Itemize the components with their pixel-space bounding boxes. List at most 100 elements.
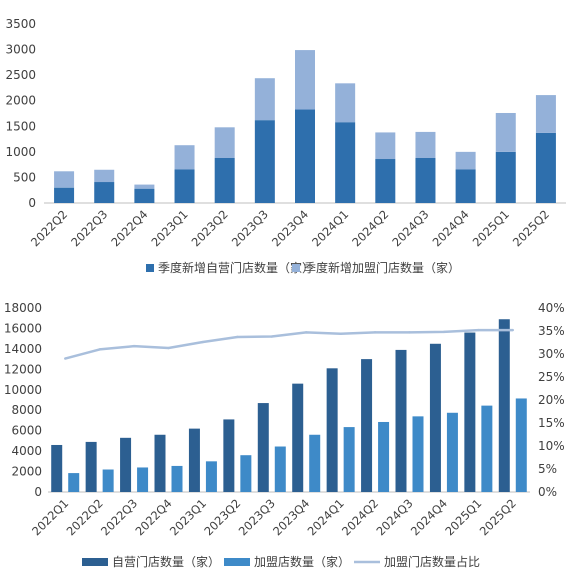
y-tick-label: 2000	[5, 94, 36, 108]
y-tick-label: 8000	[11, 403, 42, 417]
legend-swatch	[82, 558, 108, 566]
legend-label: 自营门店数量（家）	[112, 554, 220, 569]
bar-franchise-total	[102, 469, 114, 492]
bar-self-operated-total	[223, 419, 235, 492]
y2-tick-label: 10%	[538, 439, 565, 453]
x-tick-label: 2024Q1	[305, 496, 347, 538]
line-point-franchise-share	[132, 344, 136, 348]
x-tick-label: 2024Q3	[373, 496, 415, 538]
bar-franchise-new	[495, 112, 516, 152]
legend-label: 加盟门店数量占比	[384, 554, 480, 569]
x-tick-label: 2024Q2	[349, 207, 391, 249]
y-tick-label: 4000	[11, 444, 42, 458]
bar-self-operated-total	[464, 332, 476, 492]
x-tick-label: 2023Q1	[167, 496, 209, 538]
bar-franchise-new	[335, 83, 356, 123]
y-tick-label: 6000	[11, 424, 42, 438]
x-tick-label: 2025Q1	[442, 496, 484, 538]
line-point-franchise-share	[373, 331, 377, 334]
line-point-franchise-share	[201, 340, 205, 344]
x-tick-label: 2024Q4	[430, 207, 472, 249]
bar-franchise-total	[137, 467, 149, 492]
x-tick-label: 2025Q2	[477, 496, 519, 538]
bar-self-operated-new	[335, 122, 356, 203]
line-point-franchise-share	[408, 331, 411, 334]
y-tick-label: 0	[34, 485, 42, 499]
x-tick-label: 2023Q1	[148, 207, 190, 249]
y-tick-label: 1000	[5, 145, 36, 159]
bar-self-operated-total	[361, 359, 373, 492]
bar-franchise-total	[274, 446, 286, 492]
line-franchise-share	[64, 328, 513, 360]
bar-self-operated-total	[292, 383, 304, 492]
legend-label: 季度新增自营门店数量（家）	[158, 260, 314, 275]
bar-self-operated-total	[429, 343, 441, 492]
bar-self-operated-new	[54, 187, 75, 203]
y2-tick-label: 0%	[538, 485, 557, 499]
bar-self-operated-new	[295, 109, 315, 203]
y-tick-label: 14000	[4, 342, 42, 356]
x-tick-label: 2022Q2	[64, 496, 106, 538]
x-tick-label: 2025Q1	[470, 207, 512, 249]
x-tick-label: 2025Q2	[510, 207, 552, 249]
bar-franchise-total	[446, 412, 458, 492]
bar-self-operated-total	[120, 437, 132, 492]
y-tick-label: 2500	[5, 68, 36, 82]
x-tick-label: 2024Q3	[389, 207, 431, 249]
bar-self-operated-new	[134, 188, 155, 203]
bar-franchise-new	[214, 127, 235, 158]
y-tick-label: 18000	[4, 301, 42, 315]
legend-label: 加盟店数量（家）	[254, 554, 350, 569]
bar-franchise-total	[343, 427, 355, 492]
line-point-franchise-share	[305, 331, 308, 334]
x-tick-label: 2022Q3	[98, 496, 140, 538]
bar-franchise-total	[240, 455, 252, 492]
y-tick-label: 10000	[4, 383, 42, 397]
bar-self-operated-total	[326, 368, 338, 492]
bar-franchise-new	[54, 171, 75, 188]
x-tick-label: 2024Q1	[309, 207, 351, 249]
legend-swatch	[224, 558, 250, 566]
x-tick-label: 2023Q4	[270, 496, 312, 538]
y2-tick-label: 35%	[538, 324, 565, 338]
legend-label: 季度新增加盟门店数量（家）	[304, 260, 460, 275]
y2-tick-label: 5%	[538, 462, 557, 476]
y-tick-label: 1500	[5, 119, 36, 133]
x-tick-label: 2022Q4	[108, 207, 150, 249]
y-tick-label: 12000	[4, 362, 42, 376]
bar-self-operated-new	[375, 159, 396, 203]
line-point-franchise-share	[442, 330, 446, 334]
line-point-franchise-share	[236, 335, 239, 339]
bar-franchise-total	[481, 405, 493, 492]
y-tick-label: 3500	[5, 17, 36, 31]
bar-self-operated-total	[51, 444, 63, 492]
bar-franchise-total	[309, 434, 321, 492]
x-tick-label: 2023Q2	[189, 207, 231, 249]
bar-franchise-new	[455, 151, 476, 170]
x-tick-label: 2024Q2	[339, 496, 381, 538]
bar-self-operated-new	[455, 169, 476, 203]
bar-franchise-total	[68, 473, 80, 492]
line-point-franchise-share	[270, 335, 273, 338]
bar-franchise-new	[375, 132, 396, 160]
bar-franchise-new	[134, 184, 155, 189]
y-tick-label: 3000	[5, 43, 36, 57]
bar-self-operated-new	[495, 151, 516, 203]
x-tick-label: 2023Q3	[236, 496, 278, 538]
y2-tick-label: 20%	[538, 393, 565, 407]
x-tick-label: 2023Q3	[229, 207, 271, 249]
bar-self-operated-new	[94, 182, 115, 203]
bar-self-operated-total	[395, 349, 407, 492]
bar-self-operated-total	[498, 319, 510, 492]
y2-tick-label: 25%	[538, 370, 565, 384]
x-tick-label: 2024Q4	[408, 496, 450, 538]
x-tick-label: 2022Q2	[28, 207, 70, 249]
bar-self-operated-new	[535, 132, 556, 203]
x-tick-label: 2023Q4	[269, 207, 311, 249]
bar-franchise-total	[171, 465, 183, 492]
y-tick-label: 500	[13, 170, 36, 184]
legend-swatch	[292, 264, 300, 272]
x-tick-label: 2022Q1	[29, 496, 71, 538]
bar-self-operated-total	[257, 403, 269, 492]
